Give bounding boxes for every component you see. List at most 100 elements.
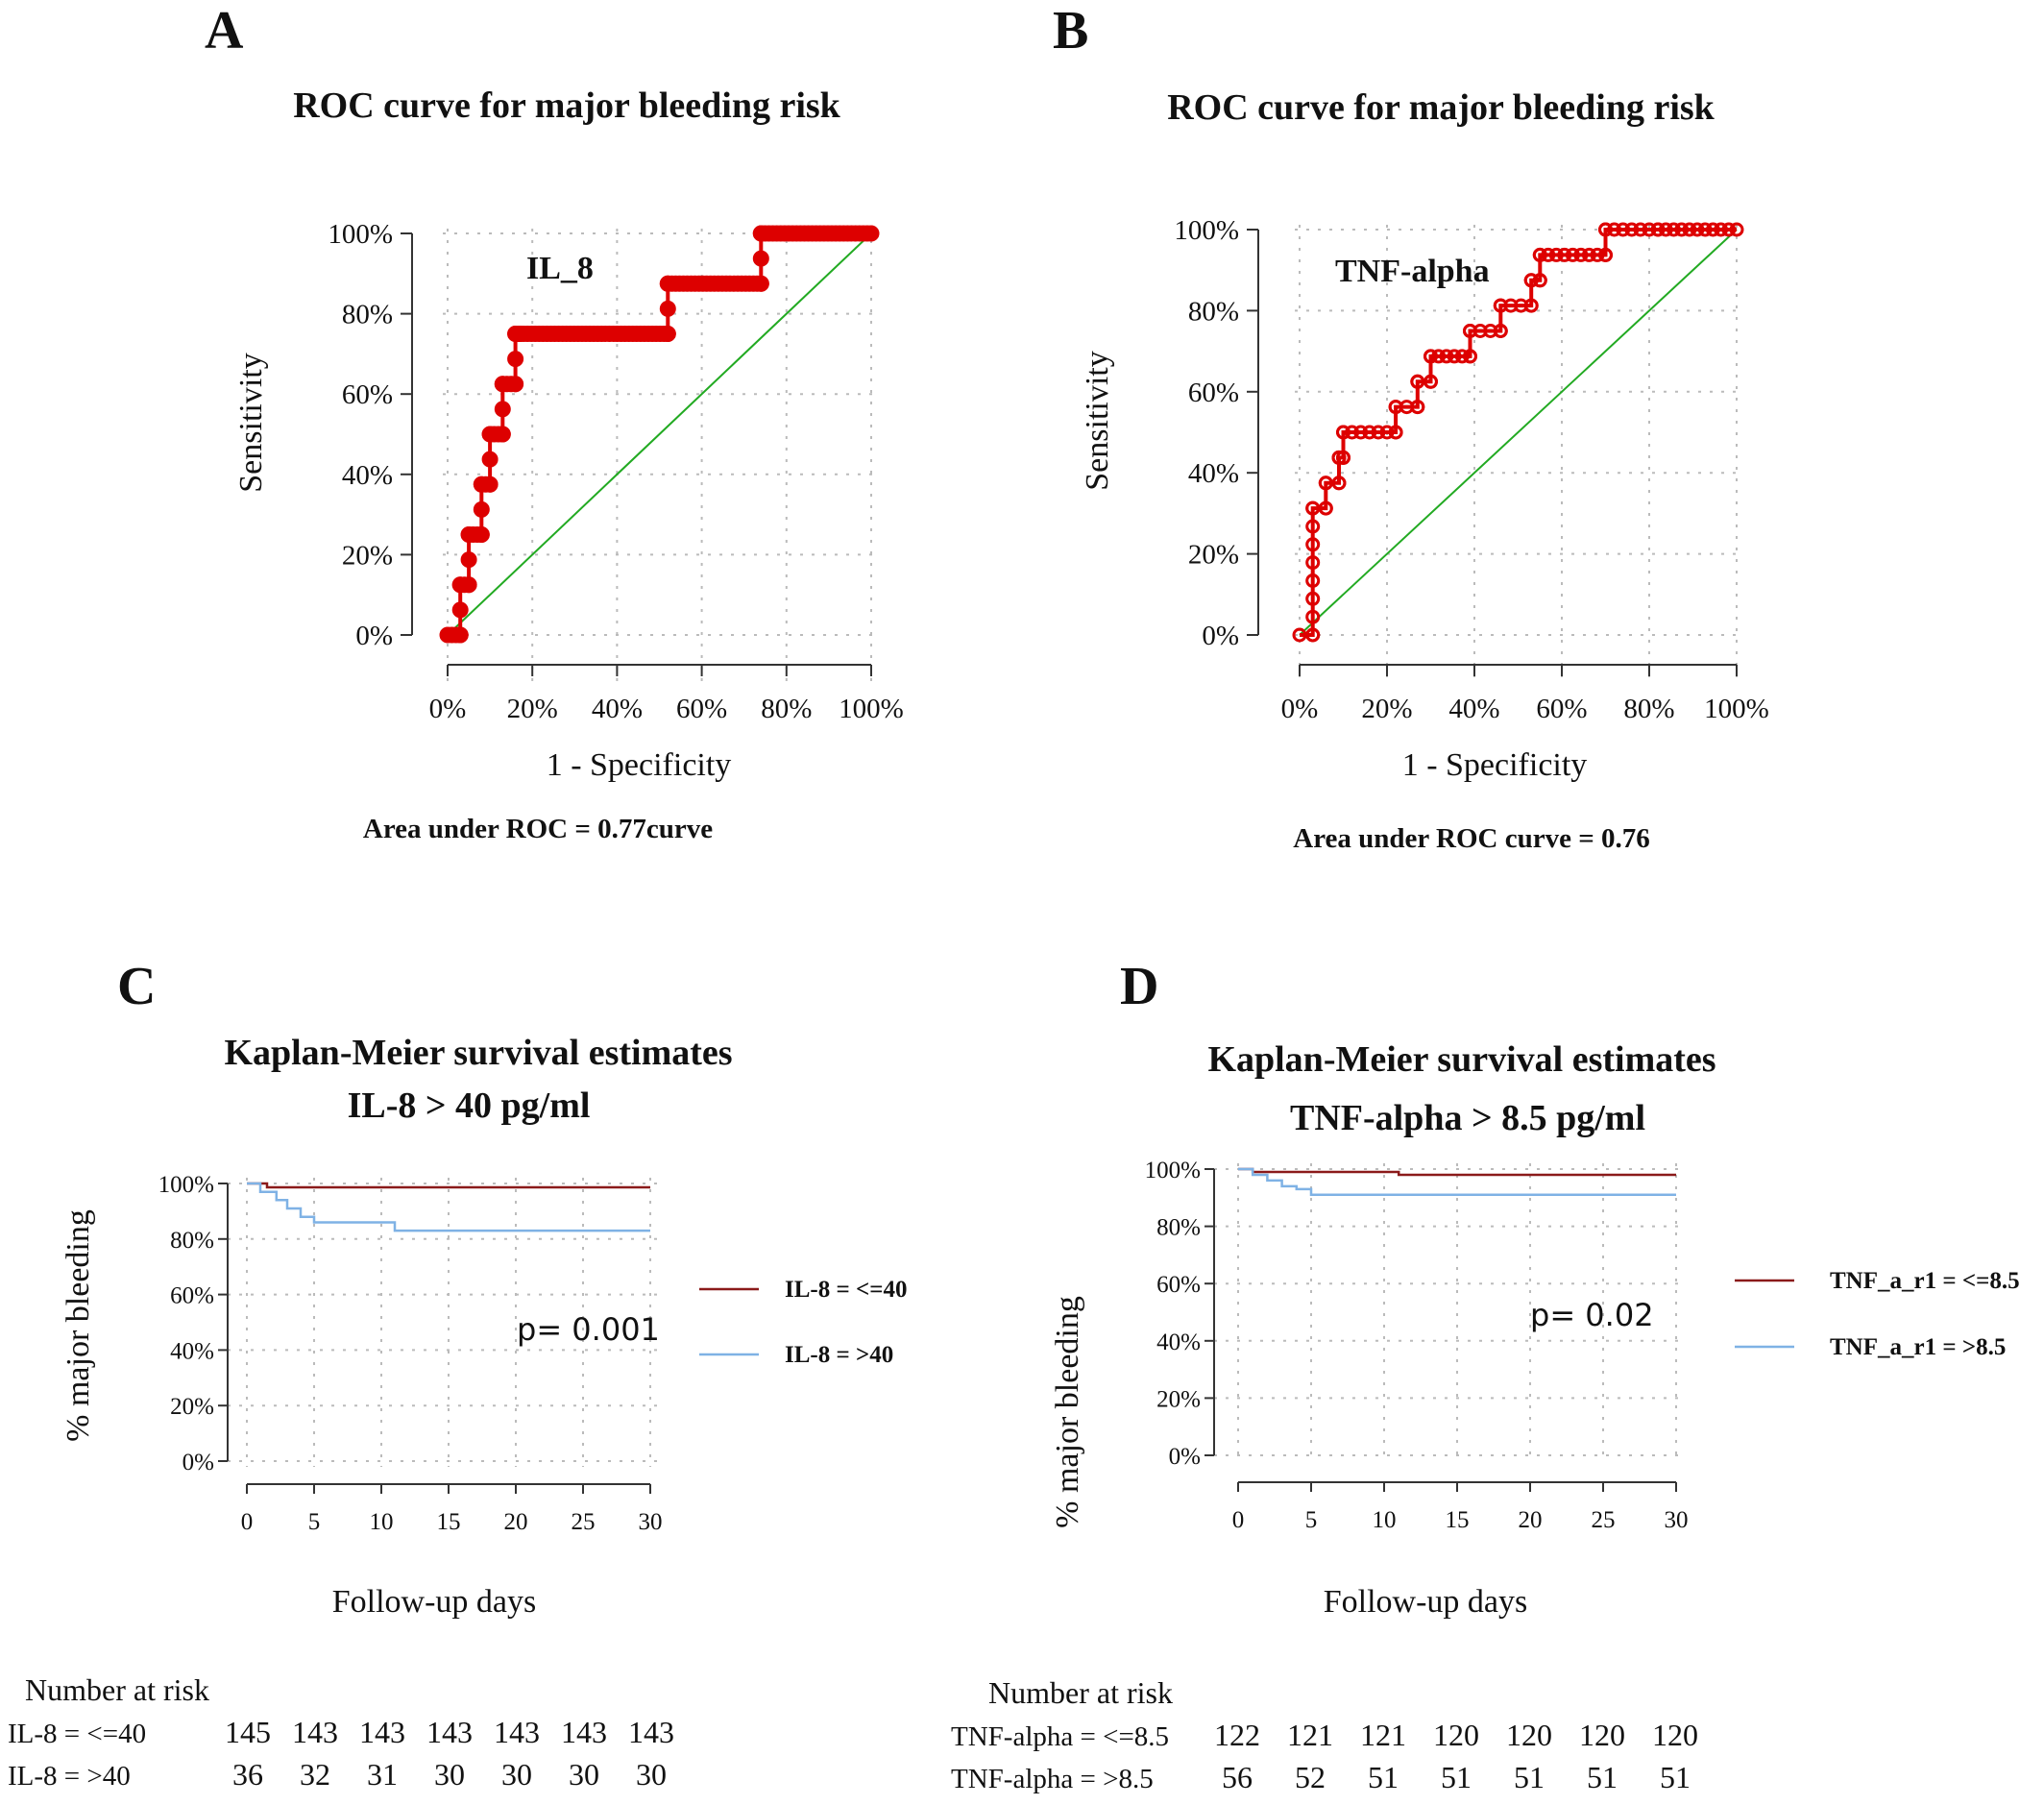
roc-point <box>1410 400 1425 415</box>
roc-point <box>1658 222 1673 237</box>
roc-point <box>1690 222 1705 237</box>
roc-point <box>1424 374 1438 389</box>
survival-curve <box>1238 1167 1676 1197</box>
risk-table-cell: 143 <box>628 1715 674 1749</box>
y-tick-label: 100% <box>328 219 393 250</box>
y-tick-label: 0% <box>355 621 393 651</box>
roc-point <box>1616 222 1631 237</box>
reference-diagonal <box>447 232 872 636</box>
risk-table-cell: 30 <box>434 1757 465 1792</box>
roc-point <box>752 250 769 267</box>
roc-point <box>1439 349 1454 364</box>
risk-table-cell: 31 <box>367 1757 398 1792</box>
roc-point <box>1705 222 1720 237</box>
risk-table-cell: 143 <box>561 1715 607 1749</box>
risk-table-cell: 30 <box>636 1757 667 1792</box>
p-value-c: p= 0.001 <box>517 1311 660 1348</box>
risk-table-cell: 32 <box>300 1757 330 1792</box>
risk-table-cell: 120 <box>1433 1718 1479 1752</box>
risk-table-cell: 56 <box>1222 1760 1253 1794</box>
x-axis-label-c: Follow-up days <box>332 1584 537 1620</box>
risk-table-cell: 122 <box>1214 1718 1260 1752</box>
roc-point <box>1336 450 1350 465</box>
risk-table-cell: 145 <box>225 1715 271 1749</box>
x-tick-label: 60% <box>1536 694 1587 724</box>
y-tick-label: 40% <box>1188 458 1239 489</box>
legend-label: IL-8 = >40 <box>785 1342 893 1368</box>
y-tick-label: 20% <box>1188 540 1239 571</box>
x-tick-label: 10 <box>1373 1507 1397 1533</box>
legend-label: IL-8 = <=40 <box>785 1277 907 1303</box>
km-panel-c: Kaplan-Meier survival estimates IL-8 > 4… <box>8 1033 907 1792</box>
roc-point <box>1424 349 1438 364</box>
roc-point <box>1598 247 1613 262</box>
x-tick-label: 25 <box>1592 1507 1616 1533</box>
risk-table-cell: 143 <box>359 1715 405 1749</box>
risk-table-cell: 120 <box>1652 1718 1698 1752</box>
roc-point <box>1590 247 1605 262</box>
roc-point <box>1336 425 1350 440</box>
auc-label-b: Area under ROC curve = 0.76 <box>1293 823 1649 854</box>
km-panel-d: Kaplan-Meier survival estimates TNF-alph… <box>951 1039 2020 1794</box>
km-title-d: Kaplan-Meier survival estimates <box>1207 1039 1716 1080</box>
roc-point <box>1305 500 1321 516</box>
y-tick-label: 40% <box>170 1338 214 1364</box>
roc-point <box>1607 222 1622 237</box>
x-tick-label: 100% <box>1704 694 1769 724</box>
km-title-c: Kaplan-Meier survival estimates <box>224 1033 732 1073</box>
risk-table-cell: 143 <box>494 1715 540 1749</box>
reference-diagonal <box>1299 229 1738 636</box>
roc-point <box>481 451 499 468</box>
roc-point <box>451 626 469 644</box>
x-tick-label: 0 <box>241 1509 254 1535</box>
y-tick-label: 0% <box>1202 621 1239 651</box>
y-tick-label: 60% <box>1156 1272 1201 1298</box>
risk-table-row-label: TNF-alpha = >8.5 <box>951 1764 1154 1794</box>
y-axis-label-b: Sensitivity <box>1080 351 1115 490</box>
roc-point <box>1362 425 1377 440</box>
y-tick-label: 20% <box>170 1394 214 1420</box>
roc-point <box>1331 476 1347 491</box>
roc-point <box>451 601 469 619</box>
roc-point <box>460 551 477 569</box>
roc-point <box>1345 425 1360 440</box>
roc-point <box>1523 273 1539 288</box>
y-axis-label-a: Sensitivity <box>233 353 269 492</box>
x-tick-label: 60% <box>676 694 727 724</box>
x-tick-label: 30 <box>1665 1507 1689 1533</box>
panel-letter-b: B <box>1053 1 1088 61</box>
roc-point <box>1447 349 1462 364</box>
roc-point <box>1379 425 1395 440</box>
y-tick-label: 80% <box>1156 1215 1201 1241</box>
risk-table-cell: 36 <box>232 1757 263 1792</box>
roc-curve-label-b: TNF-alpha <box>1335 254 1490 289</box>
x-tick-label: 0% <box>1281 694 1319 724</box>
x-tick-label: 40% <box>1448 694 1499 724</box>
roc-point <box>1532 247 1547 262</box>
roc-point <box>1493 324 1508 338</box>
y-tick-label: 80% <box>342 300 393 330</box>
roc-point <box>1532 273 1547 288</box>
roc-point <box>1541 247 1556 262</box>
roc-point <box>1305 627 1321 643</box>
roc-point <box>1463 349 1477 364</box>
roc-point <box>1305 555 1321 571</box>
roc-point <box>863 225 880 242</box>
roc-point <box>1721 222 1737 237</box>
risk-table-cell: 143 <box>426 1715 473 1749</box>
roc-point <box>473 526 490 543</box>
km-subtitle-c: IL-8 > 40 pg/ml <box>348 1085 591 1126</box>
legend-label: TNF_a_r1 = <=8.5 <box>1830 1268 2020 1294</box>
risk-table-cell: 121 <box>1287 1718 1333 1752</box>
roc-point <box>1371 425 1386 440</box>
x-axis-label-d: Follow-up days <box>1324 1584 1528 1620</box>
roc-point <box>1318 500 1333 516</box>
roc-point <box>507 351 524 368</box>
y-tick-label: 100% <box>1174 215 1239 246</box>
x-axis-label-a: 1 - Specificity <box>547 747 732 783</box>
y-tick-label: 0% <box>182 1450 214 1476</box>
y-tick-label: 20% <box>342 540 393 571</box>
roc-point <box>1388 425 1403 440</box>
y-tick-label: 80% <box>170 1228 214 1254</box>
